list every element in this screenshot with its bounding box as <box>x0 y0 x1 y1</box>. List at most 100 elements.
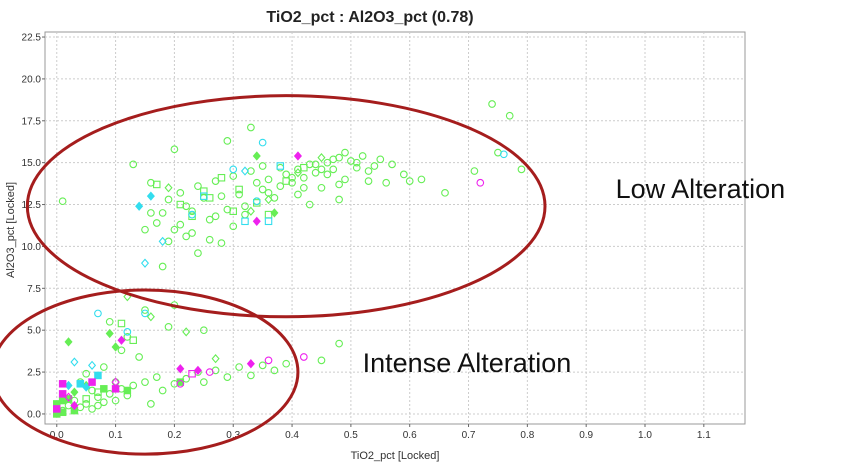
chart-title: TiO2_pct : Al2O3_pct (0.78) <box>266 9 473 26</box>
point-green-circle <box>152 373 161 381</box>
y-tick-label: 5.0 <box>27 326 41 337</box>
point-green-circle <box>199 378 208 386</box>
y-tick-label: 20.0 <box>22 74 42 85</box>
point-green-circle <box>288 178 296 187</box>
point-green-circle <box>235 363 243 371</box>
x-tick-labels: 0.0 0.1 0.2 0.3 0.4 0.5 0.6 0.7 0.8 0.9 1.0 1.1 <box>50 430 711 441</box>
point-green-circle <box>223 137 232 145</box>
point-green-circle <box>247 123 255 132</box>
point-green-circle <box>229 222 238 231</box>
point-magenta-circle <box>205 368 214 376</box>
point-green-circle <box>247 371 255 380</box>
point-green-diamond <box>293 168 302 178</box>
point-green-circle <box>94 401 102 410</box>
y-tick-label: 2.5 <box>27 368 41 379</box>
y-tick-label: 0.0 <box>27 409 41 420</box>
point-green-circle <box>258 361 267 370</box>
point-cyan-square <box>241 217 249 226</box>
y-tick-label: 7.5 <box>27 284 41 295</box>
point-green-square <box>176 200 185 209</box>
x-tick-label: 0.2 <box>167 430 181 441</box>
point-green-circle <box>335 180 343 189</box>
point-green-circle <box>258 185 267 194</box>
point-green-square <box>217 173 226 182</box>
point-green-circle <box>258 162 267 170</box>
point-green-circle <box>335 339 343 348</box>
point-green-circle <box>405 177 414 185</box>
point-green-square <box>153 180 161 189</box>
point-green-circle <box>317 165 326 174</box>
point-green-diamond-filled <box>64 337 73 347</box>
point-green-diamond <box>164 183 173 193</box>
point-green-circle <box>182 202 191 211</box>
point-cyan-diamond <box>240 166 250 176</box>
point-magenta-diamond-filled <box>193 365 202 376</box>
point-green-circle <box>223 205 232 214</box>
point-green-circle <box>188 229 196 237</box>
point-green-circle <box>99 398 108 407</box>
point-green-circle <box>358 152 367 160</box>
point-cyan-diamond <box>88 360 97 371</box>
x-tick-label: 0.3 <box>226 430 240 441</box>
point-magenta-square <box>188 369 196 378</box>
y-tick-label: 12.5 <box>22 200 42 211</box>
point-green-circle <box>176 188 185 197</box>
point-green-diamond-filled <box>111 342 120 352</box>
point-green-circle <box>182 232 191 241</box>
point-green-circle <box>235 190 243 199</box>
point-green-diamond <box>182 327 191 337</box>
x-tick-label: 0.1 <box>109 430 123 441</box>
x-tick-label: 1.1 <box>697 430 711 441</box>
point-green-circle <box>194 182 202 190</box>
point-green-circle <box>147 400 155 408</box>
point-green-circle <box>129 381 138 390</box>
point-green-diamond-filled <box>252 151 261 161</box>
annotation-labels: Low Alteration Intense Alteration <box>363 174 786 378</box>
point-green-circle <box>141 306 149 314</box>
point-green-circle <box>88 405 96 413</box>
point-green-circle <box>282 359 291 368</box>
annotation-label: Low Alteration <box>616 174 786 204</box>
point-magenta-square-filled <box>58 380 67 388</box>
point-cyan-square <box>264 217 273 226</box>
point-magenta-square-filled <box>53 405 61 413</box>
plot-area <box>44 31 746 425</box>
point-green-circle <box>223 373 232 381</box>
point-magenta-diamond-filled <box>246 359 255 369</box>
y-tick-label: 15.0 <box>22 158 42 169</box>
point-green-diamond-filled <box>270 208 279 218</box>
point-cyan-square <box>276 162 285 170</box>
point-green-square <box>82 395 90 403</box>
point-magenta-square-filled <box>88 378 96 386</box>
annotation-ellipse <box>25 94 547 319</box>
point-green-circle <box>352 158 361 167</box>
point-green-diamond-filled <box>70 387 79 397</box>
point-cyan-diamond <box>158 236 167 247</box>
point-green-square <box>129 336 137 344</box>
point-cyan-diamond <box>140 258 150 268</box>
point-green-diamond <box>211 354 220 364</box>
point-green-circle <box>205 235 214 244</box>
point-magenta-circle <box>476 178 485 187</box>
point-green-circle <box>388 160 396 169</box>
point-green-circle <box>82 400 91 408</box>
point-green-square-filled <box>123 386 132 395</box>
point-magenta-diamond-filled <box>293 151 302 161</box>
point-green-circle <box>158 386 167 395</box>
point-green-circle <box>152 219 161 227</box>
point-cyan-diamond <box>70 357 79 367</box>
y-tick-labels: 0.0 2.5 5.0 7.5 10.0 12.5 15.0 17.5 20.0 22.5 <box>22 33 42 421</box>
point-green-circle <box>105 317 114 326</box>
x-tick-label: 0.5 <box>344 430 358 441</box>
point-green-circle <box>170 145 179 154</box>
y-tick-label: 22.5 <box>22 33 42 44</box>
point-green-diamond <box>317 153 326 163</box>
point-green-circle <box>241 202 249 211</box>
point-green-circle <box>141 378 149 386</box>
point-green-circle <box>164 195 173 204</box>
point-green-circle <box>294 165 302 174</box>
point-cyan-circle <box>123 328 132 336</box>
point-green-square-filled <box>58 396 67 405</box>
y-tick-label: 10.0 <box>22 242 42 253</box>
